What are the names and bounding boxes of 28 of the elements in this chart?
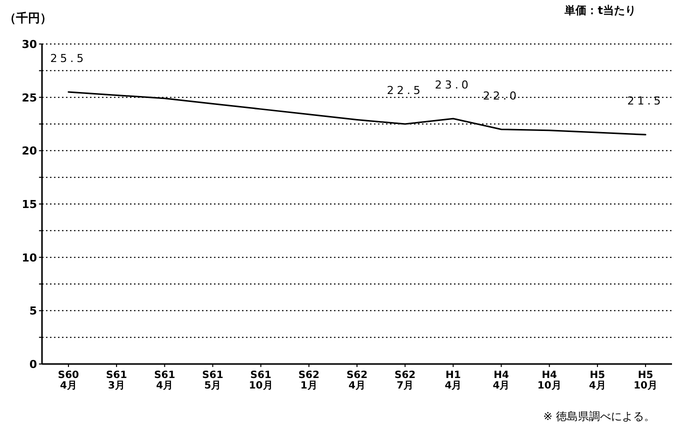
y-tick-label: 10 — [22, 251, 38, 264]
x-tick-label: S62 7月 — [394, 370, 416, 392]
x-tick-label: H5 4月 — [588, 370, 606, 392]
x-tick-label: S61 4月 — [154, 370, 176, 392]
x-tick-label: H1 4月 — [444, 370, 462, 392]
data-label: 23.0 — [434, 78, 472, 92]
y-axis-title: （千円） — [4, 11, 52, 25]
data-label: 22.5 — [386, 84, 424, 97]
text: 単価：t当たり — [564, 4, 636, 17]
y-tick-label: 5 — [29, 304, 37, 318]
x-tick-label: S60 4月 — [58, 370, 80, 392]
x-tick-label: S62 4月 — [346, 370, 368, 392]
y-tick-label: 20 — [22, 144, 38, 158]
y-tick-label: 30 — [22, 38, 38, 51]
text: ※ 徳島県調べによる。 — [543, 410, 655, 423]
data-label: 22.0 — [483, 89, 520, 102]
data-label: 21.5 — [627, 94, 664, 108]
x-tick-label: H5 10月 — [634, 370, 658, 392]
x-tick-label: H4 4月 — [492, 370, 510, 392]
x-tick-label: S62 1月 — [298, 370, 320, 392]
x-tick-label: H4 10月 — [537, 370, 562, 392]
y-tick-label: 0 — [29, 358, 38, 371]
x-tick-label: S61 3月 — [106, 370, 128, 392]
data-label: 25.5 — [50, 52, 87, 65]
y-tick-label: 15 — [22, 198, 37, 211]
y-tick-label: 25 — [22, 91, 37, 104]
x-tick-label: S61 5月 — [202, 370, 224, 392]
x-tick-label: S61 10月 — [248, 370, 273, 392]
